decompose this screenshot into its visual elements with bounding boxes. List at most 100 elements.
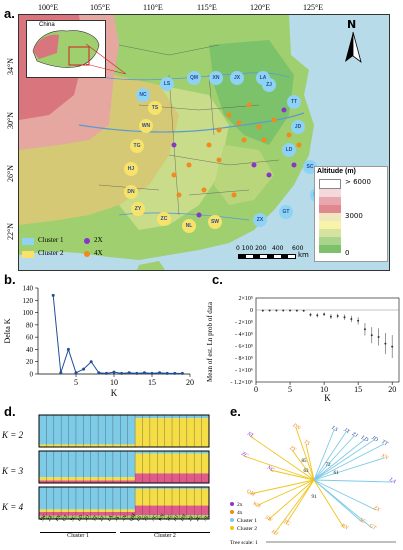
- lon-110: 110°E: [143, 3, 163, 12]
- admixture-segment: [68, 515, 77, 519]
- tree-legend-dot: [230, 526, 234, 530]
- tree-branch: [269, 469, 315, 481]
- admixture-segment: [53, 487, 62, 510]
- c-ytick-label: - 1.2×10⁶: [231, 380, 253, 386]
- admixture-segment: [83, 415, 91, 445]
- scale-unit: km: [298, 251, 309, 259]
- admixture-segment: [53, 444, 62, 447]
- admixture-segment: [179, 418, 188, 447]
- site-nl: NL: [182, 219, 196, 233]
- admixture-segment: [149, 415, 158, 419]
- admixture-segment: [39, 509, 47, 512]
- c-point: [384, 342, 387, 345]
- pop-label-tt: TT: [91, 515, 99, 523]
- lat-34: 34°N: [6, 58, 15, 75]
- b-point: [127, 371, 131, 375]
- c-ytick-label: - 4×10⁵: [235, 332, 253, 338]
- admixture-segment: [201, 488, 210, 506]
- admixture-segment: [39, 515, 47, 519]
- admixture-segment: [46, 515, 54, 519]
- admixture-segment: [179, 505, 188, 516]
- admixture-segment: [105, 487, 114, 510]
- admixture-segment: [75, 477, 84, 481]
- admixture-segment: [194, 451, 202, 454]
- site-wn: WN: [139, 119, 153, 133]
- inset-pointer: [86, 44, 126, 74]
- site-xn: XN: [209, 71, 223, 85]
- admixture-segment: [68, 477, 77, 481]
- admixture-segment: [53, 477, 62, 481]
- b-ytick-label: 140: [23, 285, 34, 293]
- admixture-segment: [186, 487, 195, 489]
- site-zx: ZX: [253, 213, 267, 227]
- admixture-segment: [46, 477, 54, 481]
- c-point: [357, 319, 360, 322]
- admixture-segment: [105, 451, 114, 478]
- admixture-segment: [98, 444, 106, 447]
- b-ytick-label: 40: [26, 346, 34, 354]
- admixture-segment: [164, 515, 173, 519]
- lat-26: 26°N: [6, 165, 15, 182]
- admixture-segment: [90, 509, 99, 512]
- admixture-segment: [98, 477, 106, 481]
- admixture-segment: [179, 415, 188, 419]
- tree-branch: [295, 427, 315, 481]
- tree-tip-jd: JD: [370, 435, 379, 443]
- admixture-segment: [201, 451, 210, 454]
- 2x-label: 2X: [94, 236, 103, 244]
- admixture-segment: [179, 488, 188, 506]
- panel-a-label: a.: [4, 6, 15, 21]
- c-point: [282, 309, 285, 312]
- admixture-segment: [172, 451, 180, 454]
- site-jd: JD: [291, 120, 305, 134]
- tree-tip-ld: LD: [359, 434, 369, 443]
- admixture-segment: [75, 415, 84, 445]
- admixture-segment: [68, 509, 77, 512]
- admixture-segment: [135, 453, 143, 474]
- c-point: [295, 309, 298, 312]
- admixture-segment: [90, 415, 99, 445]
- admixture-segment: [149, 487, 158, 489]
- admixture-segment: [112, 444, 121, 447]
- admixture-segment: [201, 453, 210, 474]
- admixture-segment: [112, 487, 121, 510]
- admixture-segment: [53, 451, 62, 478]
- c-ytick-label: - 2×10⁵: [235, 320, 253, 326]
- b-point: [51, 293, 55, 297]
- tree-branch: [313, 443, 385, 481]
- tree-tip-xn: XN: [379, 452, 389, 461]
- c-point: [275, 309, 278, 312]
- tree-tip-jx: JX: [342, 427, 351, 435]
- admixture-segment: [105, 480, 114, 483]
- c-xtick-label: 10: [320, 385, 328, 394]
- b-ytick-label: 20: [26, 358, 34, 366]
- admixture-segment: [135, 487, 143, 489]
- tree-support: 91: [312, 495, 318, 500]
- admixture-segment: [142, 415, 151, 419]
- admixture-segment: [149, 453, 158, 474]
- admixture-segment: [186, 451, 195, 454]
- admixture-segment: [68, 451, 77, 478]
- cluster2-label: Cluster 2: [38, 249, 64, 257]
- b-point: [135, 371, 139, 375]
- admixture-segment: [68, 444, 77, 447]
- admixture-segment: [39, 451, 47, 478]
- admixture-segment: [201, 415, 210, 419]
- b-point: [150, 371, 154, 375]
- admixture-segment: [53, 511, 62, 516]
- b-ylabel: Delta K: [3, 318, 12, 343]
- admixture-segment: [172, 473, 180, 483]
- admixture-segment: [75, 515, 84, 519]
- admixture-segment: [172, 453, 180, 474]
- b-xtick-label: 10: [110, 378, 118, 387]
- c-ytick-label: 2×10⁵: [239, 296, 253, 302]
- lat-30: 30°N: [6, 112, 15, 129]
- admixture-segment: [75, 509, 84, 512]
- admixture-segment: [142, 451, 151, 454]
- tree-tip-nl: NL: [245, 430, 255, 439]
- scale-label-600: 600: [292, 245, 304, 252]
- site-nc: NC: [136, 88, 150, 102]
- admixture-segment: [53, 515, 62, 519]
- north-label: N: [347, 18, 357, 31]
- admixture-segment: [157, 515, 165, 519]
